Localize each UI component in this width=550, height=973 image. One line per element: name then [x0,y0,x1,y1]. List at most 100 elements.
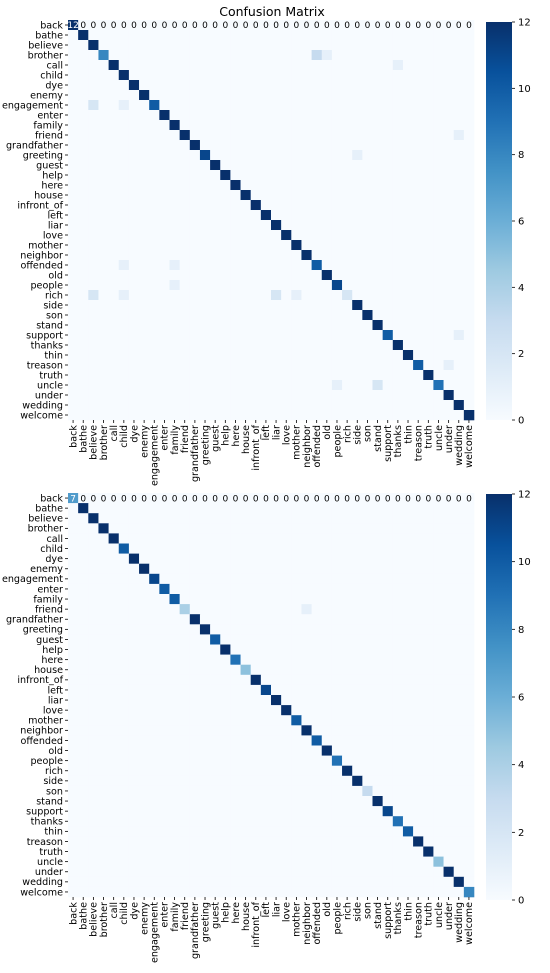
heatmap-cell [220,654,231,665]
heatmap-cell [149,30,160,41]
heatmap-cell [88,543,99,554]
heatmap-cell [342,60,353,71]
heatmap-cell [189,583,201,595]
heatmap-cell [281,170,292,181]
heatmap-cell [392,90,404,101]
heatmap-cell [433,806,444,817]
heatmap-cell [199,876,211,888]
heatmap-cell [291,796,302,807]
heatmap-cell [149,300,160,311]
heatmap-cell [342,796,353,807]
heatmap-cell [423,220,434,231]
heatmap-cell [179,380,191,391]
heatmap-cell [402,30,414,41]
heatmap-cell [230,513,241,524]
heatmap-cell [423,533,434,544]
heatmap-cell [271,513,282,524]
heatmap-cell [443,80,454,91]
heatmap-cell [230,826,241,837]
heatmap-cell [210,200,221,211]
heatmap-cell [372,785,383,797]
heatmap-cell [179,543,191,554]
heatmap-cell [331,380,343,391]
heatmap-cell [220,523,231,534]
heatmap-cell [220,300,231,311]
heatmap-cell [98,240,109,251]
heatmap-cell [392,380,404,391]
heatmap-cell [149,745,160,756]
cell-annotation: 0 [425,494,431,504]
heatmap-cell [433,110,444,121]
heatmap-cell [220,765,231,777]
heatmap-cell [372,370,383,381]
heatmap-cell [362,80,373,91]
heatmap-cell [352,644,363,655]
heatmap-cell [169,130,180,141]
heatmap-cell [311,260,323,271]
heatmap-cell [463,796,475,807]
heatmap-cell [291,886,302,898]
heatmap-cell [240,360,251,371]
heatmap-cell [128,826,140,837]
heatmap-cell [291,170,302,181]
heatmap-cell [362,745,373,756]
heatmap-cell [149,360,160,371]
heatmap-cell [199,100,211,111]
x-tick-label: brother [99,902,110,937]
heatmap-cell [291,370,302,381]
colorbar [486,22,512,420]
heatmap-cell [413,30,424,41]
heatmap-cell [352,30,363,41]
x-tick-label: enter [160,902,171,928]
heatmap-cell [179,370,191,381]
heatmap-cell [139,705,150,716]
heatmap-cell [342,806,353,817]
heatmap-cell [169,493,180,504]
cell-annotation: 0 [263,21,269,31]
heatmap-cell [413,210,424,221]
heatmap-cell [402,775,414,787]
heatmap-cell [260,876,272,888]
x-tick-label: treason [413,425,424,461]
heatmap-cell [118,583,130,595]
heatmap-cell [78,110,89,121]
heatmap-cell [139,543,150,554]
heatmap-cell [321,60,333,71]
heatmap-cell [149,866,160,878]
heatmap-cell [169,644,180,655]
heatmap-cell [199,160,211,171]
heatmap-cell [463,866,475,878]
heatmap-cell [413,654,424,665]
heatmap-cell [68,170,79,181]
heatmap-cell [88,90,99,101]
heatmap-cell [311,230,323,241]
y-tick-label: thin [44,827,63,838]
heatmap-cell [78,330,89,341]
heatmap-cell [453,170,465,181]
heatmap-cell [362,604,373,615]
heatmap-cell [372,806,383,817]
heatmap-cell [453,20,465,31]
heatmap-cell [321,654,333,665]
heatmap-cell [139,513,150,524]
heatmap-cell [220,350,231,361]
heatmap-cell [240,150,251,161]
heatmap-cell [179,775,191,787]
heatmap-cell [291,876,302,888]
heatmap-cell [220,644,231,655]
y-tick-label: engagement [2,574,63,585]
heatmap-cell [98,190,109,201]
heatmap-cell [179,310,191,321]
heatmap-cell [78,370,89,381]
heatmap-cell [250,370,262,381]
heatmap-cell [169,614,180,625]
heatmap-cell [362,806,373,817]
heatmap-cell [128,755,140,766]
cell-annotation: 0 [80,494,86,504]
heatmap-cell [301,370,312,381]
heatmap-cell [240,410,251,421]
heatmap-cell [382,876,394,888]
heatmap-cell [88,594,99,605]
heatmap-cell [98,400,109,411]
heatmap-cell [108,523,120,534]
